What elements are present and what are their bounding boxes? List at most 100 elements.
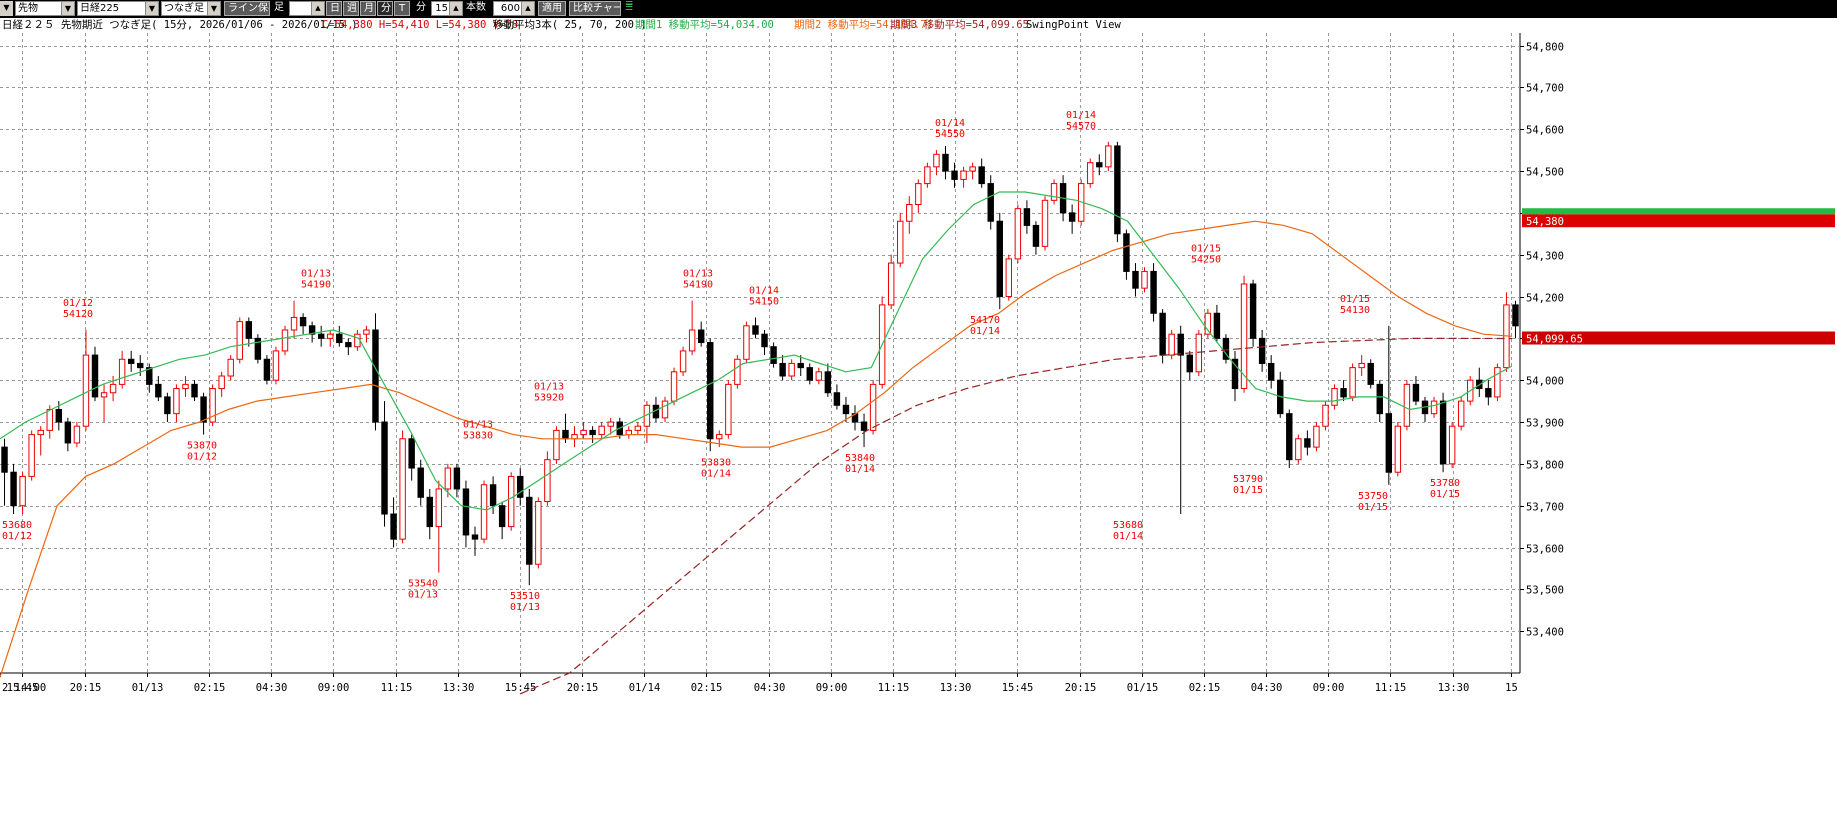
candle-up [237, 322, 242, 360]
candle-up [219, 376, 224, 389]
candle-up [1495, 368, 1500, 397]
price-marker [1522, 214, 1835, 227]
candle-up [400, 439, 405, 539]
spin-icon[interactable]: ▲ [449, 2, 462, 15]
compare-chart-button[interactable]: 比較チャート [569, 1, 621, 16]
candle-up [898, 221, 903, 263]
ashi-label: 足 [273, 1, 287, 16]
candle-up [119, 359, 124, 384]
candle-down [1341, 389, 1346, 397]
index-select-value: 日経225 [80, 3, 119, 14]
candle-down [463, 489, 468, 535]
minute-button[interactable]: 分 [377, 1, 393, 16]
candle-down [1024, 209, 1029, 226]
candle-down [1133, 271, 1138, 288]
candlestick-chart[interactable]: 53,400 53,500 53,600 53,700 53,800 53,900 54,0… [0, 33, 1837, 817]
candle-down [337, 334, 342, 342]
candle-up [662, 401, 667, 418]
swing-point-label: 01/15 [1358, 502, 1388, 513]
ma-header: 移動平均3本( 25, 70, 200 ) [493, 18, 647, 33]
candle-down [409, 439, 414, 468]
candle-down [1187, 355, 1192, 372]
chevron-down-icon: ▼ [61, 2, 74, 15]
candle-down [192, 384, 197, 397]
x-tick-label: 09:00 [318, 682, 350, 694]
spin-icon[interactable]: ▲ [311, 2, 324, 15]
candle-down [490, 485, 495, 506]
candle-down [1413, 384, 1418, 401]
market-select[interactable]: 先物 ▼ [15, 1, 75, 16]
swing-point-label: 01/12 [2, 531, 32, 542]
candle-down [1069, 213, 1074, 221]
apply-button[interactable]: 適用 [538, 1, 566, 16]
candle-down [1287, 414, 1292, 460]
swing-point-label: 53680 [1113, 520, 1143, 531]
candle-down [753, 326, 758, 334]
candle-down [1232, 359, 1237, 388]
candle-down [988, 184, 993, 222]
y-tick-label: 54,600 [1526, 125, 1564, 137]
swing-point-label: 01/14 [935, 118, 965, 129]
menu-dropdown-icon[interactable]: ▼ [0, 1, 13, 16]
price-axis-panel [1520, 33, 1837, 817]
spin-icon[interactable]: ▲ [521, 2, 534, 15]
bar-type-select[interactable]: つなぎ足 ▼ [161, 1, 221, 16]
candle-up [1169, 334, 1174, 355]
candle-up [436, 489, 441, 527]
x-tick-label: 13:30 [443, 682, 475, 694]
candle-down [1368, 363, 1373, 384]
candle-down [418, 468, 423, 497]
candle-down [861, 422, 866, 430]
candle-down [798, 363, 803, 367]
x-tick-label: 20:15 [70, 682, 102, 694]
candle-up [291, 317, 296, 330]
month-button[interactable]: 月 [360, 1, 376, 16]
swing-point-label: 53920 [534, 393, 564, 404]
candle-down [138, 363, 143, 367]
candle-down [1160, 313, 1165, 355]
candle-up [689, 330, 694, 351]
x-tick-label: 15:45 [7, 682, 39, 694]
candle-up [101, 393, 106, 397]
minute-input[interactable]: 15 ▲ [431, 1, 463, 16]
candle-up [1142, 271, 1147, 288]
swing-point-label: 01/14 [970, 326, 1000, 337]
y-tick-label: 54,800 [1526, 42, 1564, 54]
candle-up [581, 430, 586, 434]
x-tick-label: 09:00 [1313, 682, 1345, 694]
candle-down [1115, 146, 1120, 234]
candle-up [888, 263, 893, 305]
candle-down [300, 317, 305, 325]
swing-point-label: 54190 [301, 280, 331, 291]
candle-up [1332, 389, 1337, 406]
index-select[interactable]: 日経225 ▼ [77, 1, 159, 16]
x-tick-label: 20:15 [567, 682, 599, 694]
period-input[interactable]: ▲ [289, 1, 325, 16]
candle-down [807, 368, 812, 381]
candle-up [83, 355, 88, 426]
candle-down [373, 330, 378, 422]
week-button[interactable]: 週 [343, 1, 359, 16]
swing-point-label: 54550 [935, 129, 965, 140]
bars-input[interactable]: 600 ▲ [493, 1, 535, 16]
toolbar: ▼ 先物▼ 日経225▼ つなぎ足▼ ライン保存 足 ▲ 日 週 月 分 T 分… [0, 0, 1837, 18]
indicator-menu-icon[interactable]: ☰ ☰ [625, 1, 641, 16]
candle-down [952, 171, 957, 179]
day-button[interactable]: 日 [326, 1, 342, 16]
candle-up [1196, 334, 1201, 372]
chart-title: 日経２２５ 先物期近 つなぎ足( 15分, 2026/01/06 - 2026/… [2, 18, 358, 33]
line-save-button[interactable]: ライン保存 [224, 1, 270, 16]
candle-up [1431, 401, 1436, 414]
candle-up [680, 351, 685, 372]
candle-up [789, 363, 794, 376]
swing-point-label: 01/14 [1113, 531, 1143, 542]
candle-down [128, 359, 133, 363]
tick-button[interactable]: T [394, 1, 410, 16]
candle-up [445, 468, 450, 489]
swing-point-label: 01/13 [510, 602, 540, 613]
swing-point-label: 01/15 [1430, 489, 1460, 500]
candle-down [427, 497, 432, 526]
y-tick-label: 53,800 [1526, 460, 1564, 472]
candle-down [590, 430, 595, 434]
candle-down [1033, 225, 1038, 246]
